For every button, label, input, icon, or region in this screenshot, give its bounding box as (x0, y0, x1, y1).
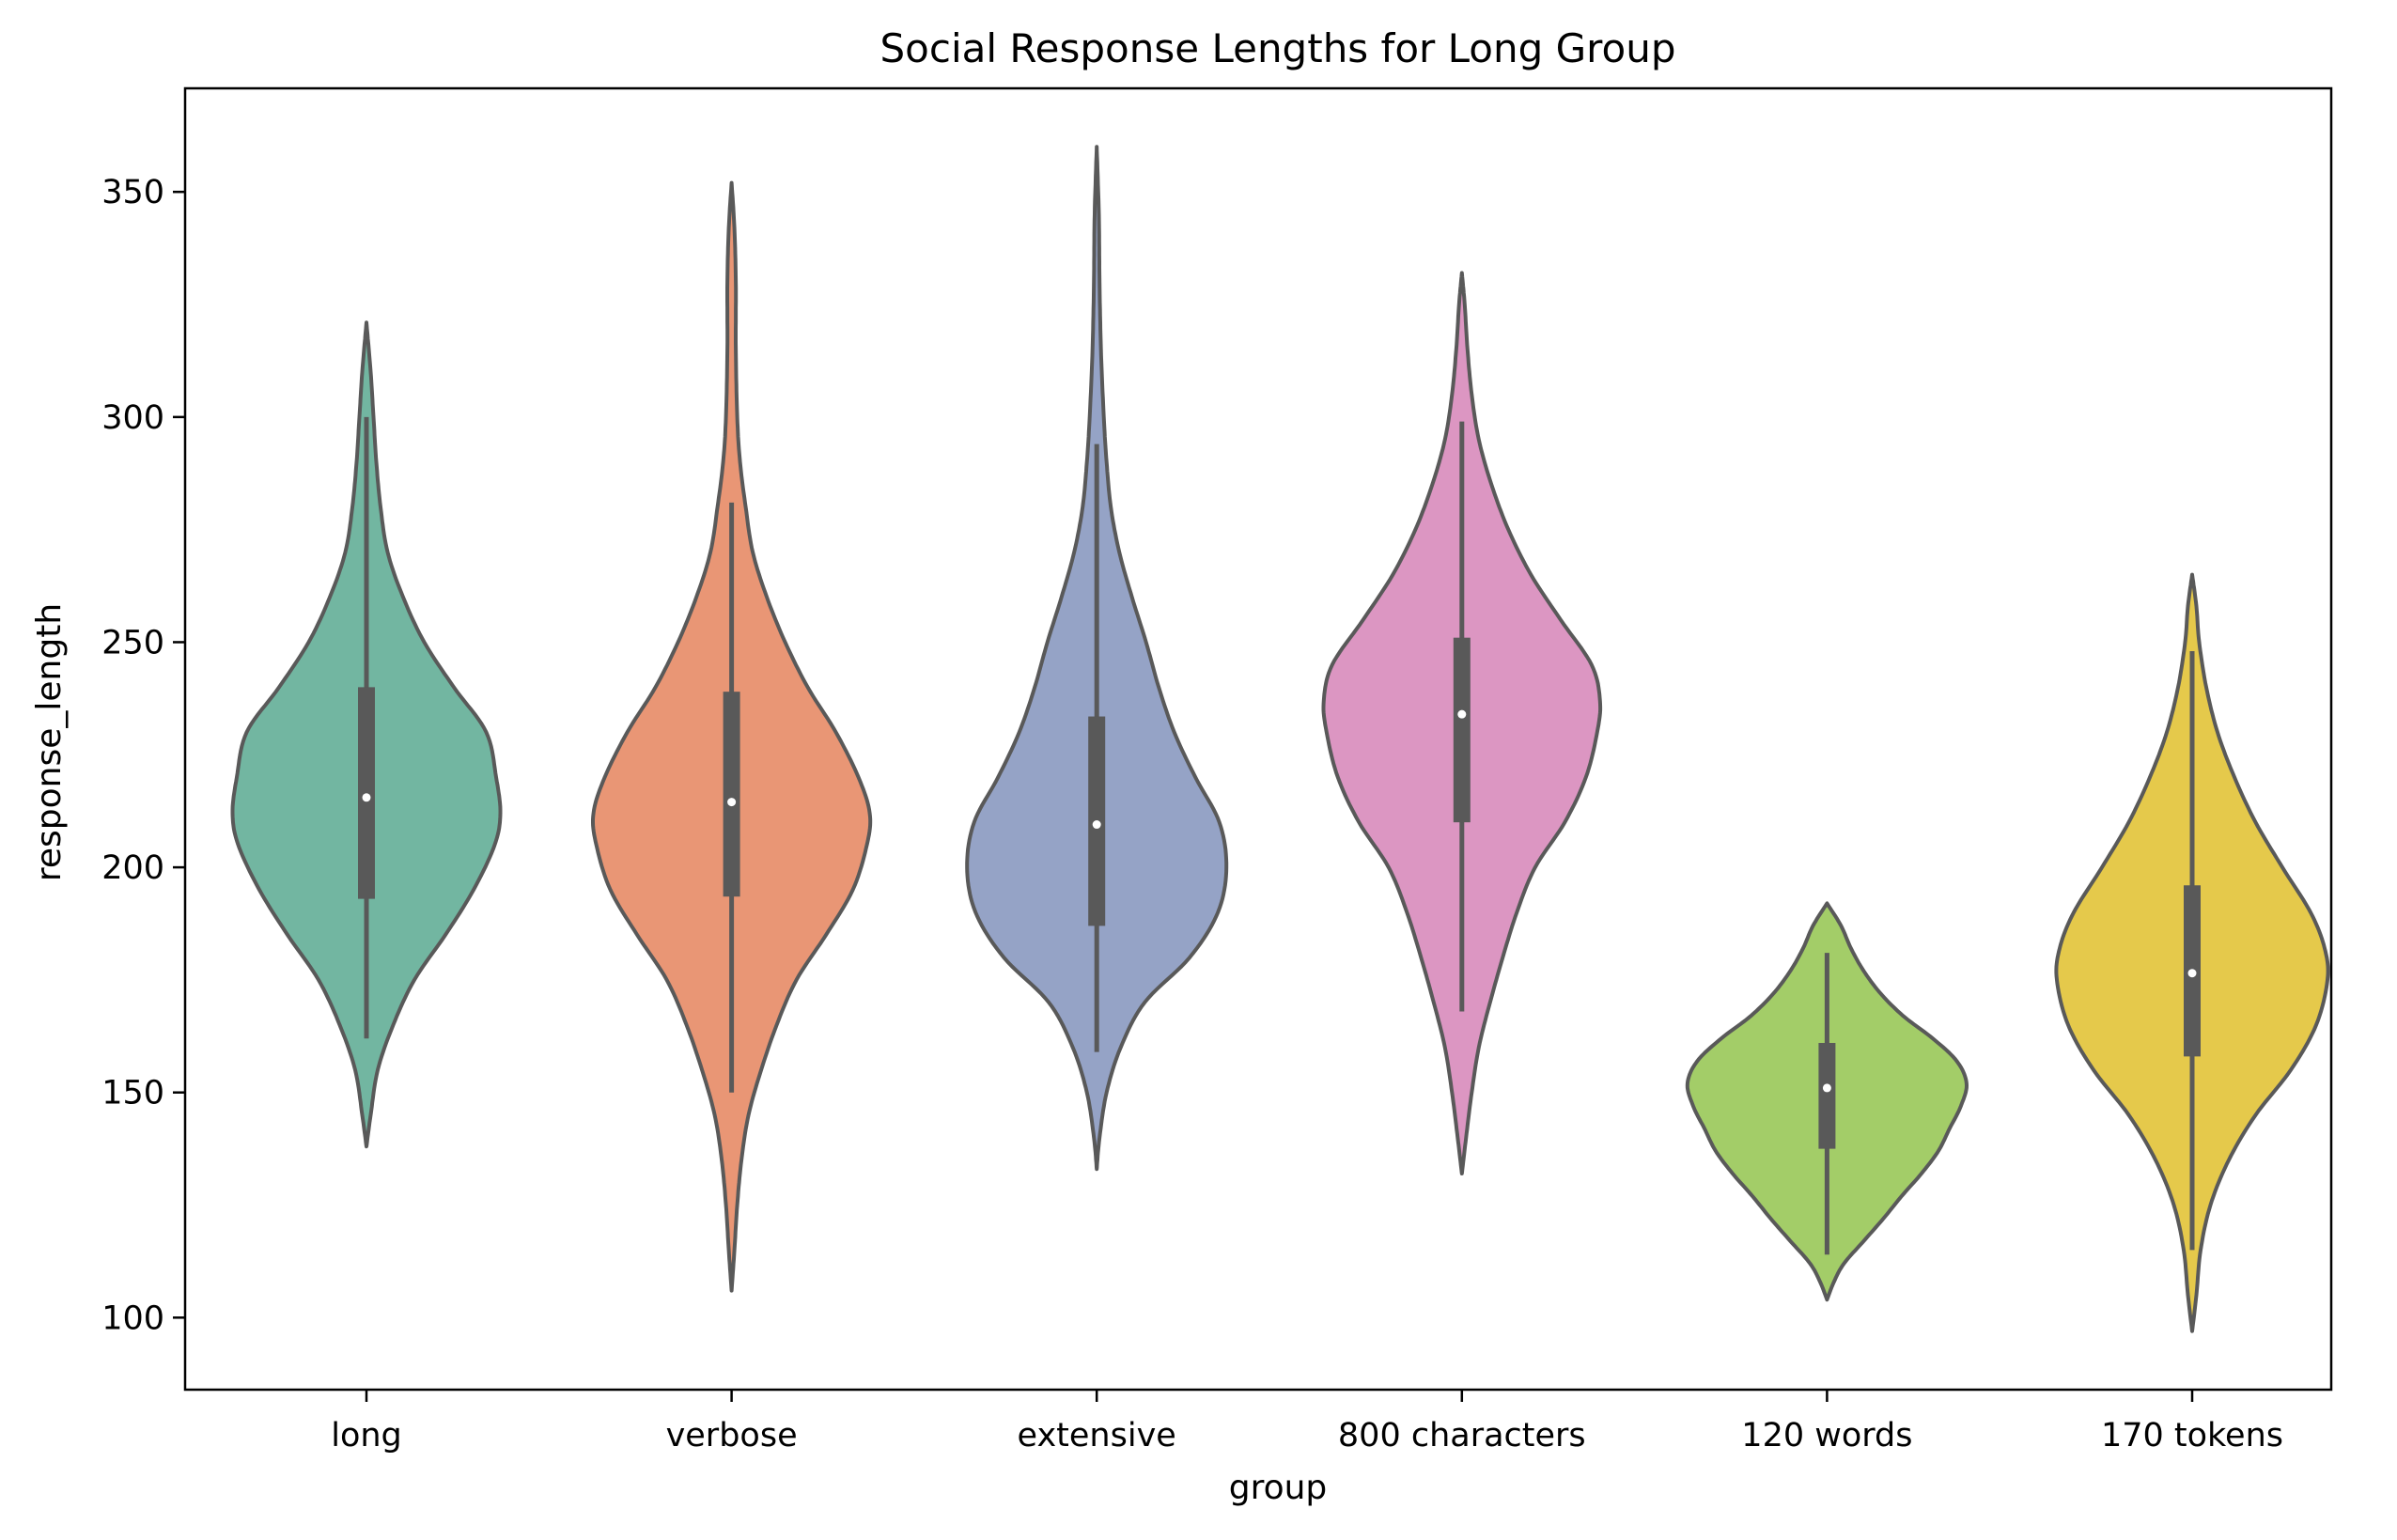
chart-title: Social Response Lengths for Long Group (880, 25, 1676, 71)
iqr-box-800-characters (1453, 637, 1471, 823)
y-tick-label: 250 (101, 624, 164, 661)
x-tick-label: 800 characters (1338, 1417, 1586, 1454)
median-dot-extensive (1092, 820, 1101, 830)
plot-area (230, 145, 2330, 1333)
iqr-box-long (358, 687, 375, 899)
y-tick-label: 100 (101, 1299, 164, 1337)
median-dot-800-characters (1457, 709, 1467, 719)
x-tick-label: 170 tokens (2101, 1417, 2283, 1454)
x-tick-label: 120 words (1741, 1417, 1912, 1454)
median-dot-verbose (727, 798, 737, 807)
x-tick-label: long (331, 1417, 402, 1454)
y-tick-label: 300 (101, 399, 164, 437)
x-tick-label: verbose (666, 1417, 798, 1454)
plot-frame (183, 86, 2333, 1392)
median-dot-long (362, 793, 371, 802)
iqr-box-120-words (1818, 1042, 1836, 1149)
iqr-box-verbose (723, 692, 740, 897)
median-dot-120-words (1822, 1083, 1831, 1093)
y-axis-label: response_length (30, 603, 69, 881)
x-tick-label: extensive (1018, 1417, 1176, 1454)
y-tick-label: 200 (101, 849, 164, 887)
axes: 100 150 200 250 300 350 long verbose extensive 80… (101, 174, 2283, 1454)
median-dot-170-tokens (2187, 969, 2197, 978)
y-tick-label: 350 (101, 174, 164, 211)
x-axis-label: group (1229, 1469, 1328, 1507)
y-tick-label: 150 (101, 1075, 164, 1112)
